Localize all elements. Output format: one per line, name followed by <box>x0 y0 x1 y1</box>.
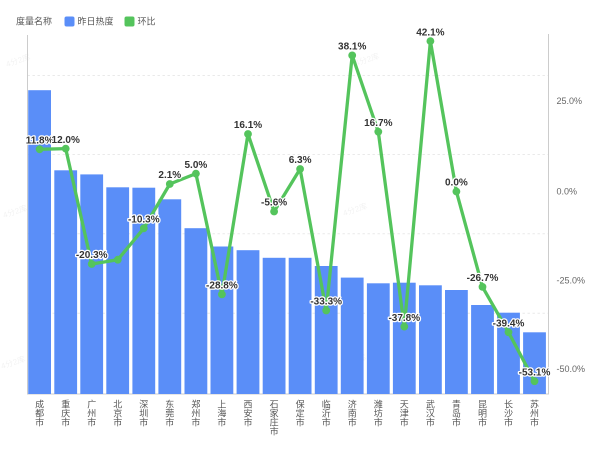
svg-text:12.0%: 12.0% <box>52 135 80 146</box>
svg-text:度量名称: 度量名称 <box>16 15 52 26</box>
svg-text:上海市: 上海市 <box>217 400 226 428</box>
svg-text:11.8%: 11.8% <box>26 136 54 147</box>
svg-text:苏州市: 苏州市 <box>530 399 539 428</box>
svg-text:环比: 环比 <box>138 15 156 26</box>
svg-text:东莞市: 东莞市 <box>165 399 174 428</box>
svg-text:6.3%: 6.3% <box>289 155 312 166</box>
svg-text:北京市: 北京市 <box>113 400 122 428</box>
svg-text:石家庄市: 石家庄市 <box>270 400 279 437</box>
svg-text:昨日热度: 昨日热度 <box>78 15 114 26</box>
svg-text:武汉市: 武汉市 <box>426 399 435 428</box>
svg-text:天津市: 天津市 <box>400 400 409 428</box>
svg-text:-5.6%: -5.6% <box>261 198 287 209</box>
svg-text:-25.0%: -25.0% <box>557 276 586 286</box>
svg-text:-39.4%: -39.4% <box>493 319 525 330</box>
svg-text:5.0%: 5.0% <box>185 160 208 171</box>
svg-text:临沂市: 临沂市 <box>322 399 331 428</box>
svg-text:0.0%: 0.0% <box>557 187 578 197</box>
svg-text:济南市: 济南市 <box>348 399 357 428</box>
svg-text:2.1%: 2.1% <box>158 170 181 181</box>
svg-text:成都市: 成都市 <box>35 399 44 428</box>
svg-text:-53.1%: -53.1% <box>519 367 551 378</box>
svg-text:保定市: 保定市 <box>296 399 305 428</box>
svg-text:西安市: 西安市 <box>243 400 252 428</box>
svg-text:16.1%: 16.1% <box>234 120 262 131</box>
svg-text:潍坊市: 潍坊市 <box>374 399 383 428</box>
svg-text:深圳市: 深圳市 <box>139 400 148 428</box>
svg-text:42.1%: 42.1% <box>416 27 444 38</box>
svg-text:-10.3%: -10.3% <box>128 215 160 226</box>
svg-text:25.0%: 25.0% <box>557 96 583 106</box>
svg-text:-20.3%: -20.3% <box>76 250 108 261</box>
svg-text:38.1%: 38.1% <box>338 42 366 53</box>
svg-text:郑州市: 郑州市 <box>191 399 200 428</box>
svg-text:-50.0%: -50.0% <box>557 364 586 374</box>
svg-text:-26.7%: -26.7% <box>467 273 499 284</box>
svg-text:青岛市: 青岛市 <box>452 399 461 428</box>
svg-text:16.7%: 16.7% <box>364 118 392 129</box>
svg-text:-28.8%: -28.8% <box>206 281 238 292</box>
svg-text:-33.3%: -33.3% <box>310 297 342 308</box>
svg-text:0.0%: 0.0% <box>445 178 468 189</box>
svg-text:长沙市: 长沙市 <box>504 399 513 428</box>
svg-text:广州市: 广州市 <box>87 399 96 428</box>
svg-text:-37.8%: -37.8% <box>388 313 420 324</box>
svg-text:昆明市: 昆明市 <box>478 400 487 428</box>
svg-text:重庆市: 重庆市 <box>61 399 70 428</box>
